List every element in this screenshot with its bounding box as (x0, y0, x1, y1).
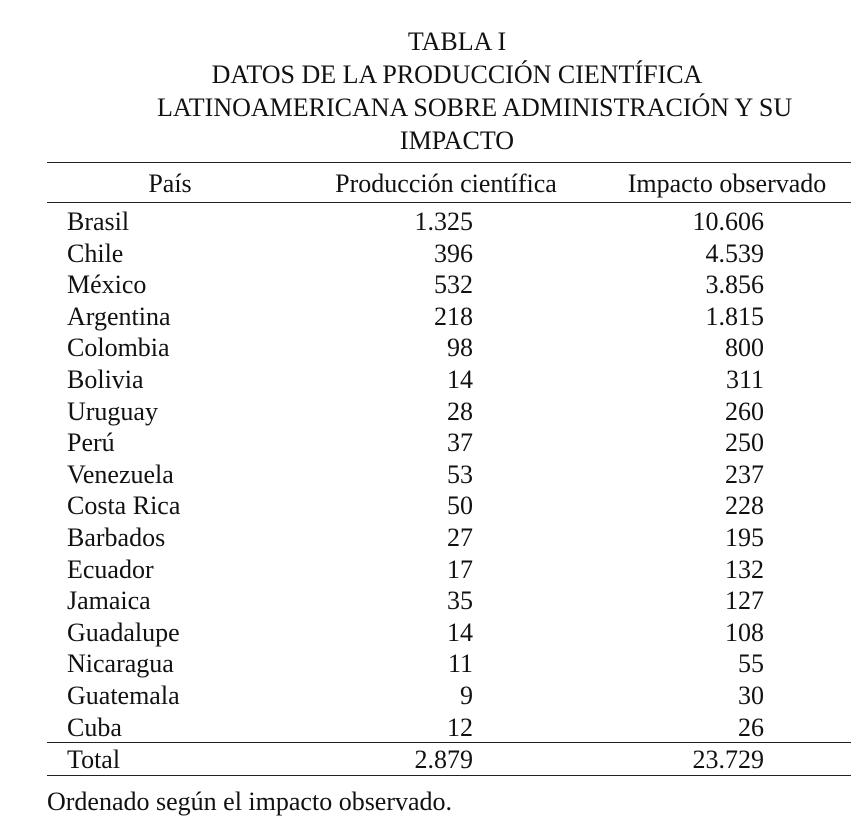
row-production: 14 (447, 617, 473, 647)
row-impact: 237 (725, 459, 764, 489)
row-impact: 800 (725, 333, 764, 363)
row-country: Bolivia (67, 365, 144, 394)
row-country: Costa Rica (67, 491, 181, 521)
top-rule (47, 162, 851, 163)
row-impact: 250 (725, 428, 764, 458)
row-impact: 108 (725, 617, 764, 647)
row-production: 27 (447, 523, 473, 552)
row-production: 37 (447, 428, 473, 458)
column-header: Producción científica (335, 169, 557, 198)
total-production: 2.879 (414, 745, 474, 774)
row-country: México (67, 270, 147, 300)
row-impact: 10.606 (692, 207, 765, 236)
row-country: Barbados (67, 523, 166, 552)
row-country: Venezuela (67, 459, 174, 489)
title-line: LATINOAMERICANA SOBRE ADMINISTRACIÓN Y S… (157, 93, 793, 122)
row-impact: 55 (738, 649, 764, 679)
row-production: 1.325 (414, 207, 474, 236)
row-production: 532 (434, 270, 473, 300)
row-production: 11 (447, 649, 473, 679)
row-production: 12 (447, 712, 473, 742)
row-impact: 26 (738, 712, 764, 742)
row-production: 14 (447, 365, 473, 394)
row-production: 53 (447, 459, 473, 489)
table-note: Ordenado según el impacto observado. (47, 787, 453, 816)
row-production: 50 (447, 491, 473, 521)
row-impact: 195 (725, 523, 764, 552)
row-impact: 127 (725, 586, 764, 616)
row-country: Nicaragua (67, 649, 174, 679)
row-production: 396 (434, 238, 473, 268)
row-production: 17 (447, 554, 473, 584)
row-impact: 132 (725, 554, 764, 584)
total-rule (47, 742, 851, 743)
row-country: Chile (67, 238, 124, 268)
total-country: Total (67, 745, 121, 774)
row-country: Brasil (67, 207, 130, 236)
row-production: 9 (460, 681, 473, 710)
row-country: Colombia (67, 333, 170, 363)
total-impact: 23.729 (692, 745, 765, 774)
row-production: 218 (434, 301, 473, 331)
row-country: Ecuador (67, 554, 154, 584)
row-impact: 1.815 (705, 301, 765, 331)
row-impact: 30 (738, 681, 764, 710)
row-production: 28 (447, 396, 473, 426)
row-impact: 260 (725, 396, 764, 426)
row-country: Argentina (67, 301, 171, 331)
row-impact: 3.856 (705, 270, 765, 300)
row-production: 98 (447, 333, 473, 363)
title-line: IMPACTO (399, 126, 515, 155)
bottom-rule (47, 775, 851, 776)
header-rule (47, 202, 851, 203)
row-country: Uruguay (67, 396, 158, 426)
row-impact: 228 (725, 491, 764, 521)
row-country: Perú (67, 428, 115, 458)
column-header: País (148, 169, 192, 198)
row-country: Guadalupe (67, 617, 180, 647)
row-impact: 311 (725, 365, 764, 394)
row-country: Cuba (67, 712, 122, 742)
title-line: DATOS DE LA PRODUCCIÓN CIENTÍFICA (211, 60, 703, 89)
title-line: TABLA I (407, 27, 507, 56)
row-production: 35 (447, 586, 473, 616)
row-country: Guatemala (67, 681, 180, 710)
row-impact: 4.539 (705, 238, 765, 268)
row-country: Jamaica (67, 586, 151, 616)
column-header: Impacto observado (627, 169, 827, 198)
